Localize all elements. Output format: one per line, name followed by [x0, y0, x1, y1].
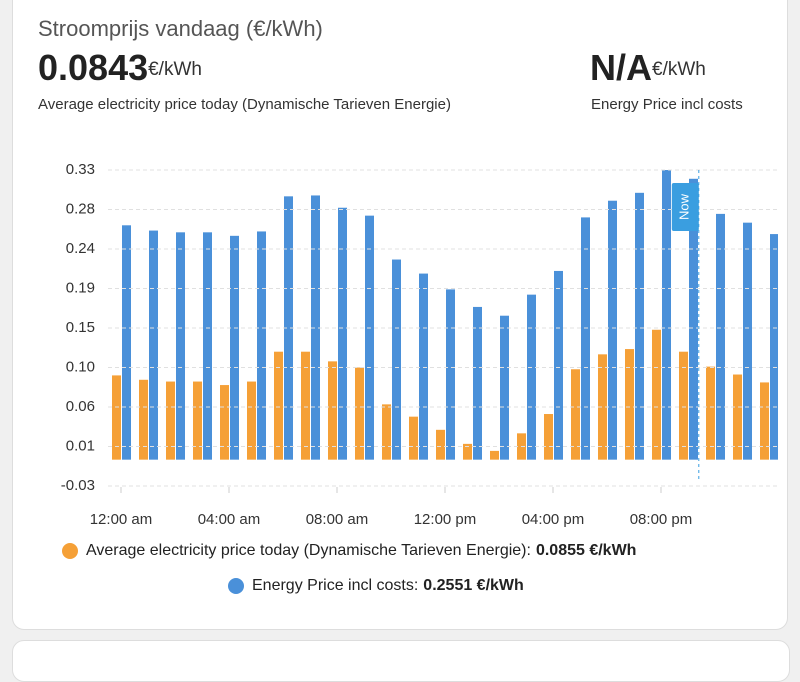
- x-tick-label: 04:00 pm: [522, 511, 585, 528]
- bar: [770, 234, 778, 460]
- bar: [247, 381, 256, 460]
- bar: [328, 361, 337, 460]
- bar: [274, 351, 283, 460]
- bar: [419, 273, 428, 460]
- bar: [230, 235, 239, 460]
- bar: [679, 351, 688, 460]
- bar: [166, 381, 175, 460]
- bar: [760, 382, 769, 460]
- x-tick-label: 08:00 pm: [630, 511, 693, 528]
- y-tick-label: 0.10: [66, 358, 95, 375]
- bar: [220, 385, 229, 460]
- header-name: Energy Price incl costs: [591, 96, 743, 113]
- x-tick-label: 08:00 am: [306, 511, 369, 528]
- now-label: Now: [677, 193, 692, 220]
- bar: [436, 429, 445, 460]
- bar: [365, 215, 374, 460]
- bar: [689, 178, 698, 460]
- bar: [112, 375, 121, 460]
- bar: [662, 170, 671, 460]
- header-state: 0.0843€/kWh: [38, 47, 202, 88]
- bar: [311, 195, 320, 460]
- bar: [544, 414, 553, 460]
- bar: [733, 374, 742, 460]
- y-tick-label: 0.33: [66, 161, 95, 178]
- legend-entry: Energy Price incl costs: 0.2551 €/kWh: [252, 577, 524, 594]
- bar: [635, 192, 644, 460]
- bar: [473, 306, 482, 460]
- bar: [598, 354, 607, 460]
- bar: [301, 351, 310, 460]
- bar: [446, 289, 455, 460]
- y-tick-label: 0.06: [66, 398, 95, 415]
- now-label-box: [671, 183, 699, 231]
- legend-value: 0.0855 €/kWh: [536, 542, 637, 559]
- x-tick-label: 12:00 pm: [414, 511, 477, 528]
- bar: [571, 369, 580, 460]
- bar: [500, 315, 509, 460]
- legend-value: 0.2551 €/kWh: [423, 577, 524, 594]
- legend-separator: :: [414, 577, 418, 594]
- header-state: N/A€/kWh: [590, 47, 706, 88]
- y-tick-label: 0.28: [66, 200, 95, 217]
- bar: [787, 390, 796, 459]
- y-tick-label: -0.03: [61, 477, 95, 494]
- header-name: Average electricity price today (Dynamis…: [38, 96, 451, 113]
- bar: [490, 450, 499, 460]
- legend-marker: [228, 578, 244, 594]
- bar: [284, 196, 293, 460]
- bar: [176, 232, 185, 460]
- bar: [257, 231, 266, 460]
- bar: [581, 217, 590, 460]
- card-title: Stroomprijs vandaag (€/kWh): [38, 16, 323, 41]
- x-tick-label: 12:00 am: [90, 511, 153, 528]
- bar: [409, 416, 418, 460]
- legend-entry: Average electricity price today (Dynamis…: [86, 542, 636, 559]
- bar: [355, 367, 364, 460]
- bar: [122, 225, 131, 460]
- legend-marker: [62, 543, 78, 559]
- bar: [392, 259, 401, 460]
- y-tick-label: 0.01: [66, 437, 95, 454]
- bar: [139, 379, 148, 460]
- chart: Stroomprijs vandaag (€/kWh) 0.0843€/kWh …: [38, 16, 796, 594]
- bar: [608, 200, 617, 460]
- x-tick-label: 04:00 am: [198, 511, 261, 528]
- legend-separator: :: [527, 542, 531, 559]
- bar: [382, 404, 391, 460]
- bar: [338, 207, 347, 460]
- y-tick-label: 0.24: [66, 240, 95, 257]
- y-tick-label: 0.15: [66, 319, 95, 336]
- next-card: [12, 640, 790, 682]
- bar: [527, 294, 536, 460]
- bar: [203, 232, 212, 460]
- bar: [652, 329, 661, 460]
- bar: [743, 222, 752, 460]
- bar: [149, 230, 158, 460]
- bar: [554, 270, 563, 460]
- bar: [716, 213, 725, 460]
- bar: [193, 381, 202, 460]
- y-tick-label: 0.19: [66, 279, 95, 296]
- bar: [463, 443, 472, 460]
- bar: [706, 366, 715, 460]
- bar: [625, 349, 634, 460]
- legend-name: Average electricity price today (Dynamis…: [86, 542, 527, 559]
- legend-name: Energy Price incl costs: [252, 577, 414, 594]
